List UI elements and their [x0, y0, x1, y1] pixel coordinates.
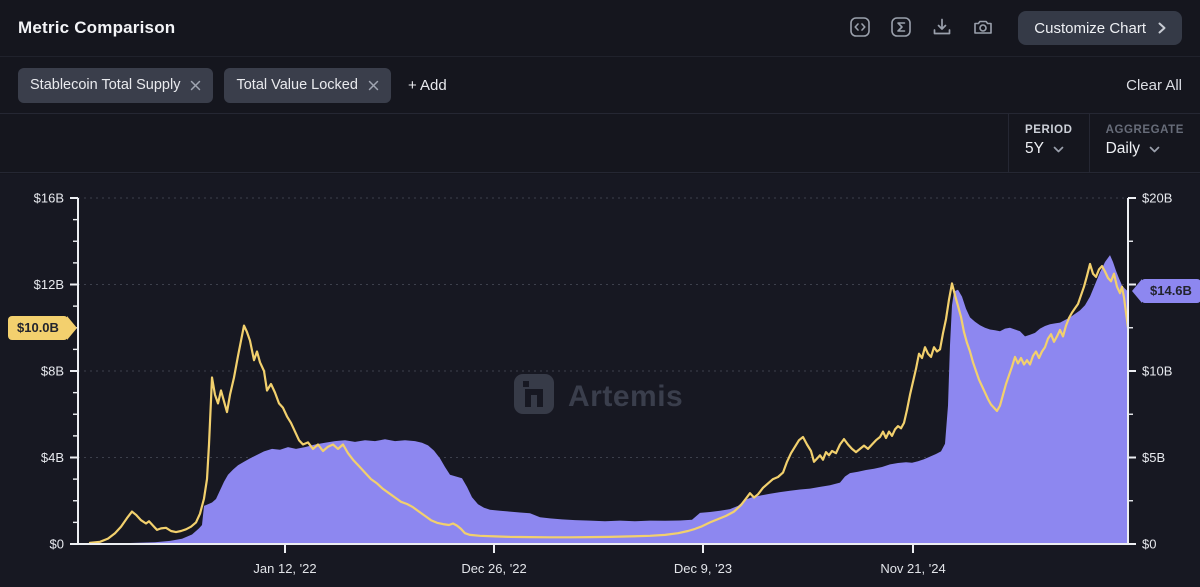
metric-tags-row: Stablecoin Total Supply Total Value Lock… [0, 56, 1200, 113]
svg-text:$0: $0 [1142, 537, 1156, 552]
tvl-current-value-badge: $14.6B [1132, 279, 1200, 304]
svg-text:$8B: $8B [41, 364, 64, 379]
close-icon [191, 80, 201, 90]
svg-text:Dec 26, '22: Dec 26, '22 [461, 561, 526, 576]
clear-all-button[interactable]: Clear All [1126, 76, 1182, 94]
svg-text:$16B: $16B [34, 191, 64, 206]
chart-area[interactable]: $0 $4B $8B $12B $16B $0 $5B $10B $20B Jan 12, '22… [0, 174, 1200, 587]
header: Metric Comparison [0, 0, 1200, 56]
chart-controls-row: PERIOD 5Y AGGREGATE Daily [0, 113, 1200, 173]
svg-text:$5B: $5B [1142, 450, 1165, 465]
chevron-down-icon [1149, 146, 1160, 153]
customize-chart-label: Customize Chart [1034, 19, 1146, 37]
stablecoin-current-value-badge: $10.0B [8, 315, 77, 340]
svg-text:$12B: $12B [34, 277, 64, 292]
metric-tag-total-value-locked: Total Value Locked [224, 67, 391, 103]
svg-text:Jan 12, '22: Jan 12, '22 [253, 561, 316, 576]
screenshot-button[interactable] [971, 16, 995, 40]
chevron-right-icon [1158, 22, 1166, 34]
chevron-down-icon [1053, 146, 1064, 153]
header-toolbar: Customize Chart [848, 11, 1182, 45]
aggregate-label: AGGREGATE [1105, 124, 1184, 136]
formula-button[interactable] [889, 16, 913, 40]
period-value: 5Y [1025, 140, 1044, 157]
close-icon [368, 80, 379, 90]
metric-comparison-chart[interactable]: $0 $4B $8B $12B $16B $0 $5B $10B $20B Jan 12, '22… [0, 174, 1200, 587]
sigma-icon [890, 16, 912, 41]
download-button[interactable] [930, 16, 954, 40]
period-dropdown[interactable]: PERIOD 5Y [1008, 114, 1089, 172]
add-metric-button[interactable]: + Add [407, 76, 447, 94]
code-icon [849, 16, 871, 41]
metric-tag-stablecoin-total-supply: Stablecoin Total Supply [18, 67, 214, 103]
remove-metric-button[interactable] [190, 80, 201, 91]
remove-metric-button[interactable] [368, 80, 379, 91]
period-label: PERIOD [1025, 124, 1073, 136]
download-icon [931, 16, 953, 41]
svg-text:$10B: $10B [1142, 364, 1172, 379]
metric-tag-label: Stablecoin Total Supply [30, 77, 181, 93]
svg-text:Dec 9, '23: Dec 9, '23 [674, 561, 732, 576]
page-title: Metric Comparison [18, 18, 176, 37]
metric-tag-label: Total Value Locked [236, 77, 358, 93]
svg-text:Nov 21, '24: Nov 21, '24 [880, 561, 945, 576]
svg-text:$4B: $4B [41, 450, 64, 465]
customize-chart-button[interactable]: Customize Chart [1018, 11, 1182, 45]
aggregate-dropdown[interactable]: AGGREGATE Daily [1088, 114, 1200, 172]
svg-text:$0: $0 [50, 537, 64, 552]
svg-text:$20B: $20B [1142, 191, 1172, 206]
aggregate-value: Daily [1105, 140, 1141, 157]
embed-code-button[interactable] [848, 16, 872, 40]
camera-icon [972, 16, 994, 41]
